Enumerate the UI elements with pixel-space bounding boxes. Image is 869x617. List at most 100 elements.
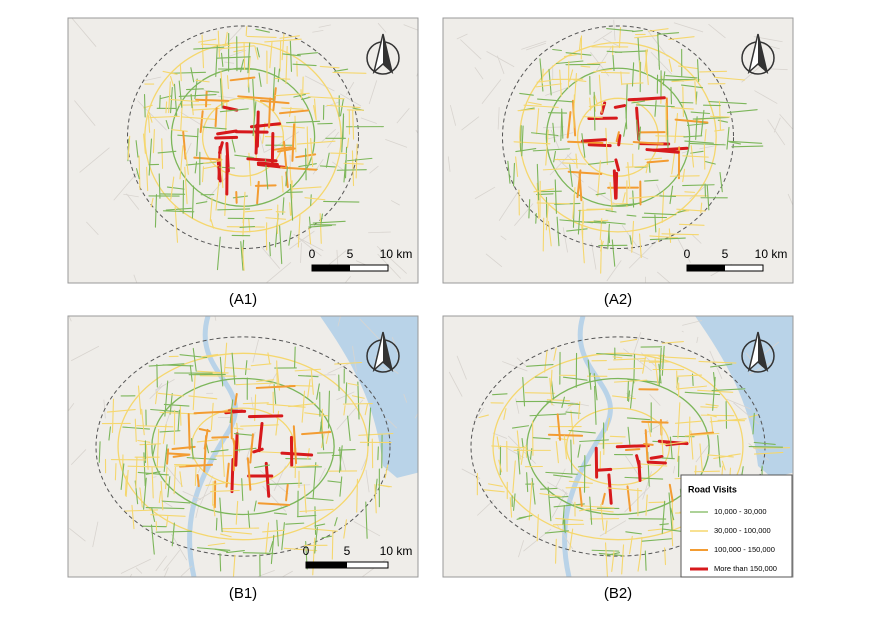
road — [114, 463, 117, 481]
base-street — [137, 100, 167, 131]
road — [727, 140, 763, 144]
base-street — [182, 490, 202, 501]
base-street — [673, 22, 704, 33]
base-street — [515, 398, 520, 414]
road — [588, 160, 615, 165]
road — [367, 407, 372, 447]
road — [195, 201, 208, 205]
road — [220, 52, 224, 67]
road — [669, 436, 673, 459]
base-street — [71, 18, 97, 47]
base-street — [120, 558, 151, 574]
base-street — [385, 138, 408, 148]
road — [593, 68, 612, 73]
road — [507, 160, 511, 184]
road — [229, 399, 234, 424]
road — [587, 359, 592, 390]
road — [365, 501, 368, 539]
base-street — [289, 230, 315, 250]
base-street — [623, 247, 649, 260]
road — [268, 97, 272, 129]
base-street — [306, 374, 336, 376]
ring-road — [151, 377, 335, 516]
map-panel — [68, 18, 418, 283]
panel-border — [67, 315, 419, 578]
road — [611, 202, 640, 207]
road — [605, 552, 621, 556]
road — [343, 160, 347, 183]
base-street — [656, 184, 663, 198]
road — [314, 526, 318, 554]
road — [269, 241, 271, 257]
base-street — [762, 43, 780, 50]
road — [205, 481, 229, 486]
road — [294, 368, 322, 372]
road — [560, 111, 563, 142]
road — [181, 116, 217, 121]
base-street — [497, 107, 500, 130]
road — [483, 489, 505, 493]
base-street — [521, 40, 547, 50]
base-street — [325, 101, 339, 108]
road — [699, 70, 728, 73]
road — [555, 441, 559, 464]
road — [661, 345, 665, 376]
road — [216, 56, 251, 59]
base-street — [360, 117, 377, 124]
road — [224, 366, 251, 370]
road — [312, 220, 346, 224]
road — [644, 48, 648, 72]
road — [343, 162, 364, 165]
road — [327, 390, 330, 429]
road — [674, 420, 702, 424]
road — [320, 421, 325, 451]
road — [163, 444, 168, 473]
base-street — [628, 239, 658, 269]
base-street — [695, 444, 710, 463]
road — [710, 416, 714, 434]
road — [542, 167, 569, 171]
road — [491, 445, 528, 449]
road — [665, 75, 698, 79]
road — [257, 502, 291, 506]
road — [649, 237, 686, 241]
road — [289, 202, 292, 216]
road — [552, 122, 556, 143]
road — [269, 41, 273, 69]
road — [690, 111, 711, 115]
road — [526, 363, 554, 367]
road — [547, 220, 552, 247]
road — [704, 128, 707, 142]
base-street — [726, 398, 752, 410]
road — [668, 228, 672, 243]
road — [256, 161, 279, 167]
road — [562, 162, 587, 165]
road — [279, 40, 282, 72]
road — [216, 236, 221, 271]
road — [231, 139, 236, 153]
road — [242, 402, 269, 405]
base-street — [259, 470, 289, 495]
road — [705, 403, 719, 407]
road — [178, 93, 217, 97]
road — [247, 414, 284, 419]
base-street — [460, 39, 482, 60]
panel-border — [442, 315, 794, 578]
road — [539, 492, 562, 498]
base-street — [86, 221, 99, 236]
road — [657, 32, 680, 35]
road — [233, 427, 244, 430]
road — [710, 115, 731, 118]
base-street — [201, 88, 211, 94]
road — [254, 464, 270, 469]
road — [352, 110, 355, 140]
road — [573, 94, 575, 129]
road — [276, 519, 279, 547]
road — [219, 356, 224, 387]
road — [246, 457, 252, 491]
road — [207, 542, 226, 547]
road — [155, 391, 158, 405]
base-street — [180, 565, 193, 577]
road — [531, 477, 536, 505]
road — [607, 487, 643, 492]
